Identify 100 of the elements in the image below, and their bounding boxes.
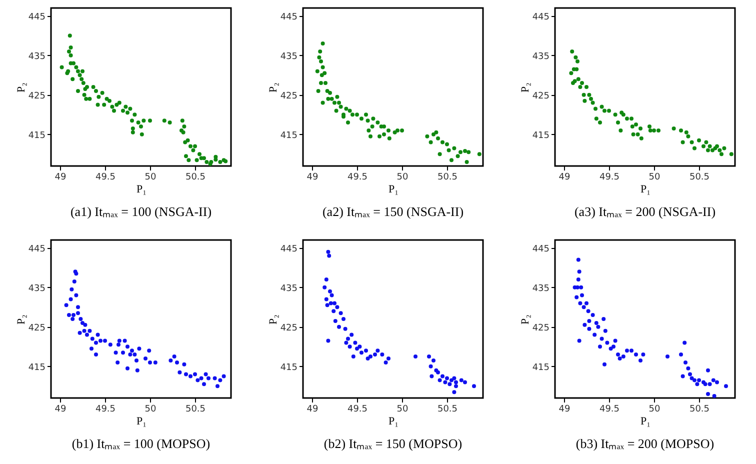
point (639, 136, 644, 140)
x-axis-title: P₁ (640, 416, 651, 428)
point (355, 346, 359, 351)
point (576, 77, 580, 82)
point (590, 100, 595, 105)
point (350, 332, 354, 337)
y-tick-label: 425 (532, 91, 550, 102)
point (322, 285, 327, 290)
point (582, 92, 586, 97)
point (590, 313, 595, 318)
point (630, 116, 634, 121)
point (337, 324, 341, 329)
point (630, 348, 634, 353)
point (690, 140, 694, 144)
point (574, 295, 579, 300)
x-tick-label: 50 (144, 172, 156, 182)
point (613, 338, 618, 343)
point (576, 285, 580, 290)
point (577, 338, 582, 343)
point (706, 368, 710, 372)
point (672, 126, 676, 130)
point (638, 126, 642, 130)
x-axis-title: P₁ (136, 184, 147, 196)
point (618, 356, 622, 360)
point (452, 376, 456, 380)
y-tick-label: 435 (28, 284, 46, 294)
x-axis-title: P₁ (388, 184, 399, 196)
y-tick-label: 425 (280, 91, 298, 102)
point (729, 152, 734, 156)
point (427, 354, 431, 359)
point (600, 104, 604, 109)
point (432, 358, 436, 362)
point (463, 380, 467, 384)
y-tick-label: 435 (532, 284, 550, 294)
x-tick-label: 50.5 (185, 172, 206, 182)
point (360, 350, 364, 355)
point (697, 138, 701, 142)
point (570, 49, 574, 54)
text: (b1) Itₘₐₓ = 100 (MOPSO) (72, 436, 210, 451)
y-tick-label: 445 (280, 244, 298, 254)
text: (a3) Itₘₐₓ = 200 (NSGA-II) (574, 204, 716, 219)
point (576, 258, 580, 262)
text: (a2) Itₘₐₓ = 150 (NSGA-II) (322, 204, 464, 219)
y-tick-label: 425 (28, 91, 46, 102)
point (680, 140, 685, 144)
point (648, 128, 652, 132)
point (454, 384, 458, 388)
point (605, 340, 610, 345)
x-tick-label: 50.5 (689, 404, 710, 414)
point (574, 67, 579, 72)
point (631, 132, 636, 136)
point (459, 378, 464, 382)
point (333, 318, 338, 323)
y-tick-label: 445 (28, 244, 46, 254)
point (684, 360, 688, 364)
point (325, 303, 330, 308)
x-tick-label: 49 (54, 172, 66, 182)
point (364, 348, 368, 353)
point (348, 344, 352, 349)
point (338, 311, 343, 316)
point (452, 390, 456, 394)
point (652, 128, 656, 132)
x-axis-title: P₁ (136, 416, 147, 428)
x-tick-label: 49.5 (599, 404, 620, 414)
point (636, 132, 640, 136)
point (656, 128, 660, 132)
x-tick-label: 50 (396, 172, 408, 182)
point (616, 352, 620, 357)
y-axis-title: P₂ (519, 82, 532, 92)
point (621, 354, 626, 359)
point (343, 326, 348, 331)
point (472, 384, 476, 388)
point (682, 340, 687, 345)
y-axis-title: P₂ (267, 82, 280, 92)
y-tick-label: 435 (28, 52, 46, 62)
y-tick-label: 435 (532, 52, 550, 62)
point (708, 144, 712, 148)
point (715, 380, 719, 384)
y-tick-label: 445 (28, 12, 46, 22)
point (695, 382, 700, 386)
y-tick-label: 425 (28, 323, 46, 334)
point (634, 122, 638, 127)
y-tick-label: 445 (280, 12, 298, 22)
point (351, 354, 356, 359)
point (577, 270, 582, 274)
x-tick-label: 50.5 (437, 404, 458, 414)
point (578, 301, 582, 306)
point (616, 120, 620, 125)
point (582, 98, 587, 103)
x-tick-label: 50 (144, 404, 156, 414)
y-tick-label: 425 (280, 323, 298, 334)
x-tick-label: 49.5 (347, 404, 368, 414)
y-tick-label: 435 (280, 52, 298, 62)
point (666, 354, 670, 359)
point (638, 358, 642, 362)
text: (b3) Itₘₐₓ = 200 (MOPSO) (576, 436, 714, 451)
point (706, 392, 710, 396)
point (596, 324, 600, 329)
x-tick-label: 49 (54, 404, 66, 414)
x-tick-label: 50 (396, 404, 408, 414)
